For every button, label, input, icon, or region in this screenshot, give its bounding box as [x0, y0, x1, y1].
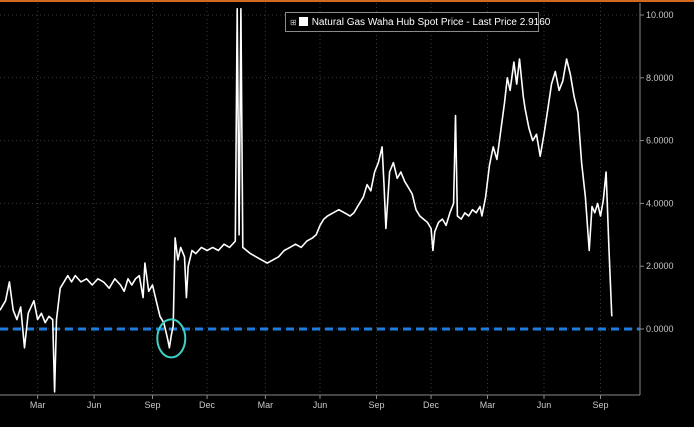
- x-tick-label: Mar: [258, 400, 274, 410]
- y-tick-label: 0.0000: [646, 324, 674, 334]
- price-series-line: [0, 7, 613, 393]
- x-tick-label: Mar: [480, 400, 496, 410]
- x-tick-label: Dec: [199, 400, 216, 410]
- axis-layer: Mar Jun Sep Dec Mar Jun Sep Dec Mar Jun Sep 10.000 8…: [0, 0, 694, 410]
- series-layer: [0, 7, 613, 393]
- annotation-layer: [156, 318, 187, 359]
- legend-swatch: [298, 16, 308, 26]
- legend-toggle-icon[interactable]: ⊞: [290, 18, 297, 27]
- x-tick-label: Mar: [30, 400, 46, 410]
- y-tick-label: 2.0000: [646, 261, 674, 271]
- grid-layer: [0, 3, 640, 395]
- x-tick-label: Sep: [368, 400, 384, 410]
- x-tick-label: Jun: [87, 400, 102, 410]
- x-tick-label: Sep: [144, 400, 160, 410]
- y-tick-label: 10.000: [646, 10, 674, 20]
- legend-label: Natural Gas Waha Hub Spot Price - Last P…: [311, 17, 551, 28]
- x-tick-label: Jun: [537, 400, 552, 410]
- x-tick-label: Sep: [592, 400, 608, 410]
- y-tick-label: 8.0000: [646, 73, 674, 83]
- y-tick-label: 4.0000: [646, 198, 674, 208]
- highlight-circle: [156, 318, 187, 359]
- legend-box[interactable]: ⊞ Natural Gas Waha Hub Spot Price - Last …: [285, 12, 550, 32]
- x-tick-label: Dec: [423, 400, 440, 410]
- y-tick-label: 6.0000: [646, 136, 674, 146]
- top-border: [0, 0, 694, 2]
- x-tick-label: Jun: [313, 400, 328, 410]
